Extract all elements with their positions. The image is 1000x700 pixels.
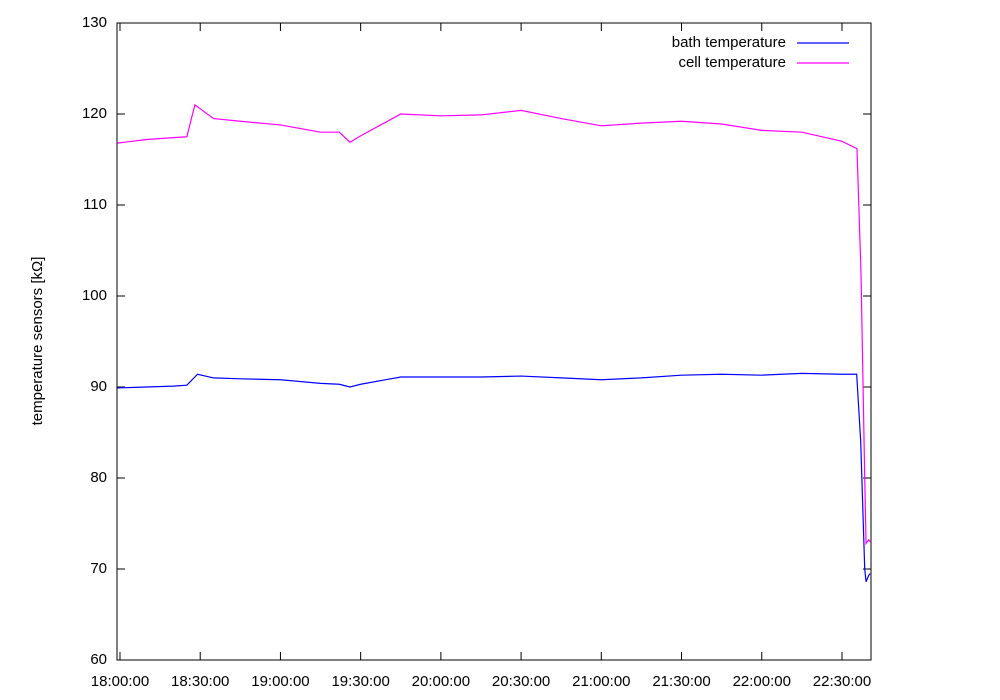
plot-frame xyxy=(116,22,872,661)
x-tick-label: 22:00:00 xyxy=(733,673,791,690)
y-tick-label: 110 xyxy=(83,196,107,213)
y-tick-label: 100 xyxy=(82,287,107,304)
y-tick-label: 60 xyxy=(90,651,107,668)
legend-label: cell temperature xyxy=(678,54,786,71)
y-tick-label: 90 xyxy=(90,378,107,395)
series-line xyxy=(117,372,871,582)
y-tick-label: 80 xyxy=(90,469,107,486)
x-tick-label: 19:30:00 xyxy=(331,673,389,690)
y-tick-label: 130 xyxy=(82,14,107,31)
x-tick-label: 21:00:00 xyxy=(572,673,630,690)
x-tick-label: 18:00:00 xyxy=(91,673,149,690)
y-tick-label: 120 xyxy=(82,105,107,122)
x-tick-label: 20:00:00 xyxy=(412,673,470,690)
x-tick-label: 22:30:00 xyxy=(813,673,871,690)
y-tick-label: 70 xyxy=(90,560,107,577)
x-tick-label: 20:30:00 xyxy=(492,673,550,690)
x-tick-label: 18:30:00 xyxy=(171,673,229,690)
x-tick-label: 21:30:00 xyxy=(652,673,710,690)
legend-label: bath temperature xyxy=(672,34,786,51)
y-axis-label: temperature sensors [kΩ] xyxy=(29,257,46,426)
series-line xyxy=(117,103,871,546)
x-tick-label: 19:00:00 xyxy=(251,673,309,690)
